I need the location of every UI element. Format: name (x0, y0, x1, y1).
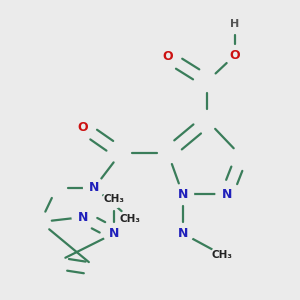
Ellipse shape (72, 208, 94, 226)
Ellipse shape (216, 185, 238, 203)
Ellipse shape (224, 15, 246, 33)
Text: N: N (222, 188, 232, 201)
Text: N: N (178, 227, 188, 240)
Ellipse shape (72, 118, 94, 136)
Ellipse shape (211, 246, 233, 263)
Text: CH₃: CH₃ (120, 214, 141, 224)
Text: N: N (178, 188, 188, 201)
Ellipse shape (172, 225, 194, 242)
Ellipse shape (84, 179, 105, 196)
Text: N: N (109, 227, 119, 240)
Text: O: O (230, 49, 240, 62)
Text: O: O (78, 121, 88, 134)
Ellipse shape (103, 225, 125, 242)
Text: H: H (230, 19, 240, 29)
Text: O: O (163, 50, 173, 63)
Text: CH₃: CH₃ (212, 250, 233, 260)
Ellipse shape (120, 210, 141, 227)
Text: CH₃: CH₃ (103, 194, 124, 204)
Text: N: N (89, 181, 100, 194)
Ellipse shape (103, 190, 125, 208)
Ellipse shape (172, 185, 194, 203)
Ellipse shape (224, 46, 246, 64)
Text: N: N (78, 211, 88, 224)
Ellipse shape (157, 48, 179, 66)
